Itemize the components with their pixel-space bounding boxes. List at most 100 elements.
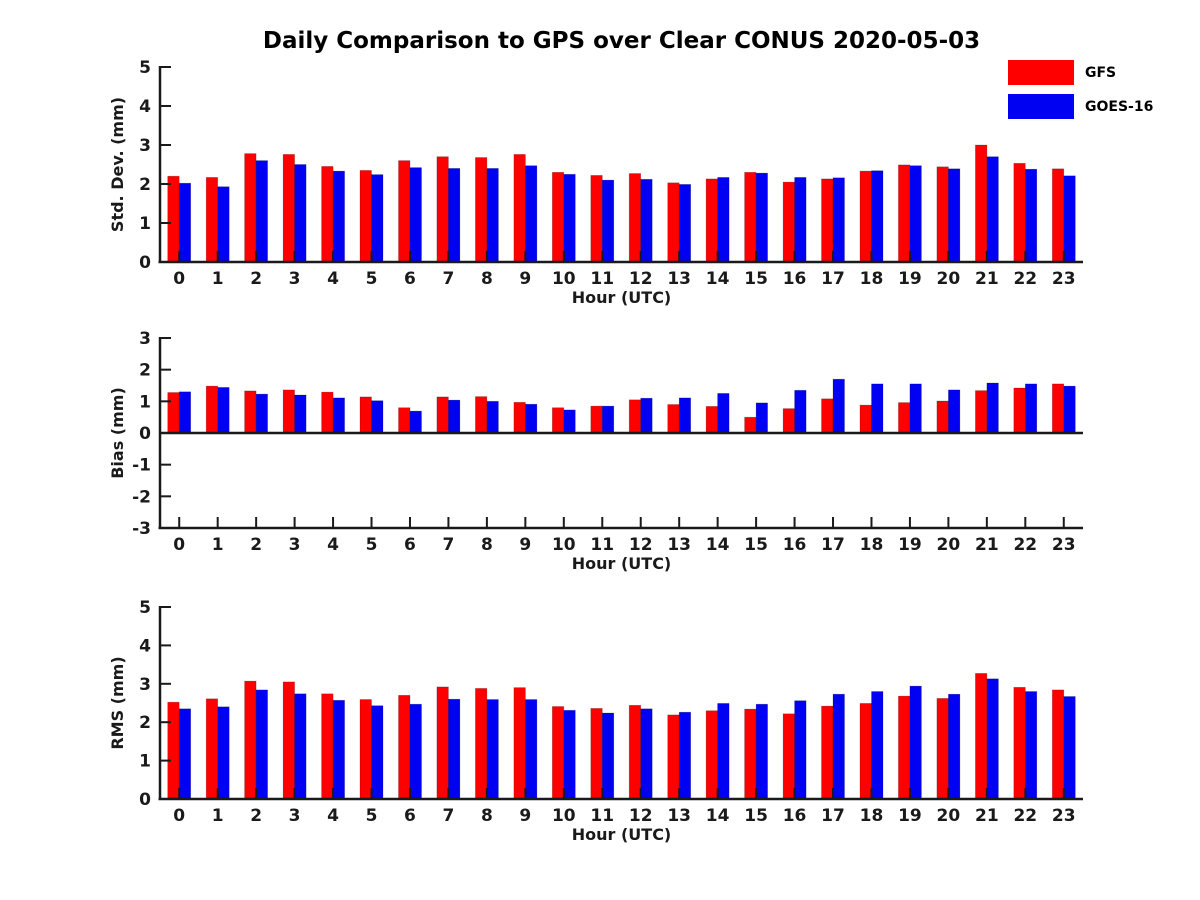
y-tick-label: 3 xyxy=(139,136,151,156)
bar-gfs-h7 xyxy=(436,686,449,800)
x-tick-label: 6 xyxy=(404,806,416,826)
x-tick-label: 8 xyxy=(481,269,493,289)
x-tick-label: 11 xyxy=(590,269,614,289)
bar-goes16-h19 xyxy=(909,383,922,434)
bar-goes16-h16 xyxy=(794,700,807,800)
y-tick-label: 4 xyxy=(139,97,151,117)
bar-gfs-h0 xyxy=(167,175,180,263)
x-tick-label: 19 xyxy=(898,535,922,555)
x-tick-label: 1 xyxy=(212,269,224,289)
bar-goes16-h18 xyxy=(871,691,884,800)
bar-goes16-h17 xyxy=(832,378,845,434)
x-tick-label: 22 xyxy=(1013,535,1037,555)
bar-goes16-h6 xyxy=(409,703,422,800)
x-axis-label: Hour (UTC) xyxy=(572,288,672,307)
x-tick-label: 10 xyxy=(552,269,576,289)
bar-goes16-h10 xyxy=(563,709,576,800)
x-tick-label: 4 xyxy=(327,269,339,289)
bar-goes16-h23 xyxy=(1063,696,1076,800)
bar-gfs-h14 xyxy=(705,406,718,434)
bar-gfs-h20 xyxy=(936,166,949,263)
x-tick-label: 11 xyxy=(590,806,614,826)
x-tick-label: 0 xyxy=(173,535,185,555)
chart-title: Daily Comparison to GPS over Clear CONUS… xyxy=(262,28,981,54)
x-tick-label: 18 xyxy=(860,806,884,826)
bar-goes16-h9 xyxy=(525,403,538,434)
bar-goes16-h10 xyxy=(563,173,576,263)
bar-gfs-h10 xyxy=(551,171,565,263)
bar-goes16-h14 xyxy=(717,393,730,434)
bar-goes16-h19 xyxy=(909,685,922,800)
x-tick-label: 16 xyxy=(783,535,807,555)
y-tick-label: 5 xyxy=(139,58,151,78)
bar-gfs-h1 xyxy=(205,385,219,434)
x-tick-label: 15 xyxy=(744,535,768,555)
x-tick-label: 21 xyxy=(975,806,999,826)
x-tick-label: 9 xyxy=(519,535,531,555)
x-tick-label: 20 xyxy=(937,535,961,555)
bar-gfs-h21 xyxy=(975,390,988,434)
y-tick-label: -2 xyxy=(132,487,151,507)
bar-goes16-h11 xyxy=(601,179,615,263)
bar-goes16-h10 xyxy=(563,409,576,434)
bar-gfs-h4 xyxy=(321,166,334,263)
bar-goes16-h8 xyxy=(486,699,499,800)
bar-gfs-h2 xyxy=(244,680,257,800)
bar-gfs-h14 xyxy=(705,178,718,263)
y-tick-label: 2 xyxy=(139,175,151,195)
bar-gfs-h5 xyxy=(359,170,372,263)
bar-goes16-h16 xyxy=(794,177,807,263)
x-tick-label: 17 xyxy=(821,806,845,826)
bar-gfs-h10 xyxy=(551,706,565,800)
bar-goes16-h23 xyxy=(1063,175,1076,263)
y-tick-label: 2 xyxy=(139,713,151,733)
x-tick-label: 23 xyxy=(1052,535,1076,555)
x-tick-label: 15 xyxy=(744,269,768,289)
legend-item-goes16: GOES-16 xyxy=(1008,94,1153,119)
x-tick-label: 4 xyxy=(327,535,339,555)
bar-goes16-h8 xyxy=(486,168,499,263)
bar-gfs-h22 xyxy=(1013,387,1026,434)
bar-gfs-h10 xyxy=(551,407,565,434)
bar-gfs-h11 xyxy=(590,708,603,800)
bar-gfs-h20 xyxy=(936,400,949,434)
x-tick-label: 17 xyxy=(821,535,845,555)
bar-gfs-h6 xyxy=(398,694,411,800)
y-tick-label: 3 xyxy=(139,675,151,695)
y-tick-label: 5 xyxy=(139,598,151,618)
bar-gfs-h7 xyxy=(436,156,449,263)
bar-goes16-h22 xyxy=(1024,691,1038,800)
bar-gfs-h19 xyxy=(898,695,911,800)
bar-gfs-h17 xyxy=(821,178,834,263)
bar-gfs-h13 xyxy=(667,714,680,800)
bar-goes16-h20 xyxy=(948,693,961,800)
gfs-color-swatch xyxy=(1008,60,1074,85)
x-tick-label: 14 xyxy=(706,806,730,826)
x-tick-label: 2 xyxy=(250,269,262,289)
y-axis-label: Bias (mm) xyxy=(108,387,127,479)
bar-goes16-h5 xyxy=(371,400,384,434)
bar-goes16-h6 xyxy=(409,167,422,263)
bar-gfs-h18 xyxy=(859,170,872,263)
bar-gfs-h16 xyxy=(782,713,795,800)
y-axis-label: RMS (mm) xyxy=(108,656,127,749)
y-tick-label: -1 xyxy=(132,456,151,476)
x-tick-label: 12 xyxy=(629,269,653,289)
bar-goes16-h1 xyxy=(217,186,230,263)
x-tick-label: 3 xyxy=(289,806,301,826)
bar-gfs-h19 xyxy=(898,164,911,263)
bar-gfs-h18 xyxy=(859,404,872,434)
x-tick-label: 10 xyxy=(552,806,576,826)
bar-gfs-h12 xyxy=(628,399,642,434)
x-tick-label: 1 xyxy=(212,535,224,555)
bar-goes16-h7 xyxy=(448,698,461,800)
bar-gfs-h15 xyxy=(744,171,757,263)
bar-goes16-h8 xyxy=(486,400,499,434)
bar-goes16-h12 xyxy=(640,178,653,263)
bar-gfs-h18 xyxy=(859,703,872,800)
legend-label-goes16: GOES-16 xyxy=(1085,98,1154,115)
bar-gfs-h1 xyxy=(205,698,219,800)
bar-goes16-h3 xyxy=(294,394,307,434)
bar-goes16-h20 xyxy=(948,389,961,434)
